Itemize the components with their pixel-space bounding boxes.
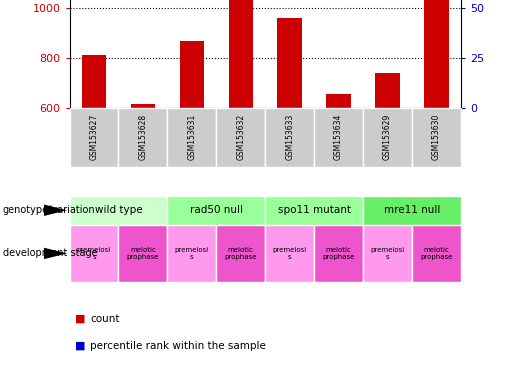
Text: premeiosi
s: premeiosi s xyxy=(77,247,111,260)
Text: meiotic
prophase: meiotic prophase xyxy=(420,247,453,260)
Bar xyxy=(82,55,106,108)
Bar xyxy=(363,196,461,225)
Text: count: count xyxy=(90,314,119,324)
Text: GSM153628: GSM153628 xyxy=(139,114,147,161)
Bar xyxy=(265,108,314,167)
Bar xyxy=(278,18,302,108)
Text: GSM153630: GSM153630 xyxy=(432,114,441,161)
Bar xyxy=(180,41,204,108)
Bar xyxy=(131,104,155,108)
Bar xyxy=(412,225,461,282)
Text: premeiosi
s: premeiosi s xyxy=(272,247,307,260)
Text: development stage: development stage xyxy=(3,248,97,258)
Text: spo11 mutant: spo11 mutant xyxy=(278,205,351,215)
Bar xyxy=(118,108,167,167)
Bar xyxy=(70,108,118,167)
Text: percentile rank within the sample: percentile rank within the sample xyxy=(90,341,266,351)
Bar xyxy=(314,108,363,167)
Bar xyxy=(229,0,253,108)
Bar xyxy=(363,225,412,282)
Text: ■: ■ xyxy=(75,314,85,324)
Bar xyxy=(70,196,167,225)
Text: GSM153634: GSM153634 xyxy=(334,114,343,161)
Text: meiotic
prophase: meiotic prophase xyxy=(225,247,257,260)
Text: meiotic
prophase: meiotic prophase xyxy=(322,247,355,260)
Text: GSM153627: GSM153627 xyxy=(90,114,98,161)
Bar xyxy=(327,94,351,108)
Bar xyxy=(265,225,314,282)
Bar xyxy=(216,108,265,167)
Polygon shape xyxy=(44,205,67,216)
Text: genotype/variation: genotype/variation xyxy=(3,205,95,215)
Bar xyxy=(216,225,265,282)
Bar xyxy=(167,108,216,167)
Text: GSM153629: GSM153629 xyxy=(383,114,392,161)
Bar xyxy=(118,225,167,282)
Text: premeiosi
s: premeiosi s xyxy=(370,247,405,260)
Text: premeiosi
s: premeiosi s xyxy=(175,247,209,260)
Bar xyxy=(412,108,461,167)
Bar xyxy=(375,73,400,108)
Text: meiotic
prophase: meiotic prophase xyxy=(127,247,159,260)
Bar xyxy=(363,108,412,167)
Bar xyxy=(167,225,216,282)
Bar xyxy=(70,225,118,282)
Text: ■: ■ xyxy=(75,341,85,351)
Bar xyxy=(314,225,363,282)
Text: wild type: wild type xyxy=(95,205,142,215)
Text: GSM153631: GSM153631 xyxy=(187,114,196,161)
Bar xyxy=(167,196,265,225)
Text: GSM153633: GSM153633 xyxy=(285,114,294,161)
Bar xyxy=(424,0,449,108)
Text: GSM153632: GSM153632 xyxy=(236,114,245,161)
Bar xyxy=(265,196,363,225)
Text: mre11 null: mre11 null xyxy=(384,205,440,215)
Polygon shape xyxy=(44,248,67,259)
Text: rad50 null: rad50 null xyxy=(190,205,243,215)
